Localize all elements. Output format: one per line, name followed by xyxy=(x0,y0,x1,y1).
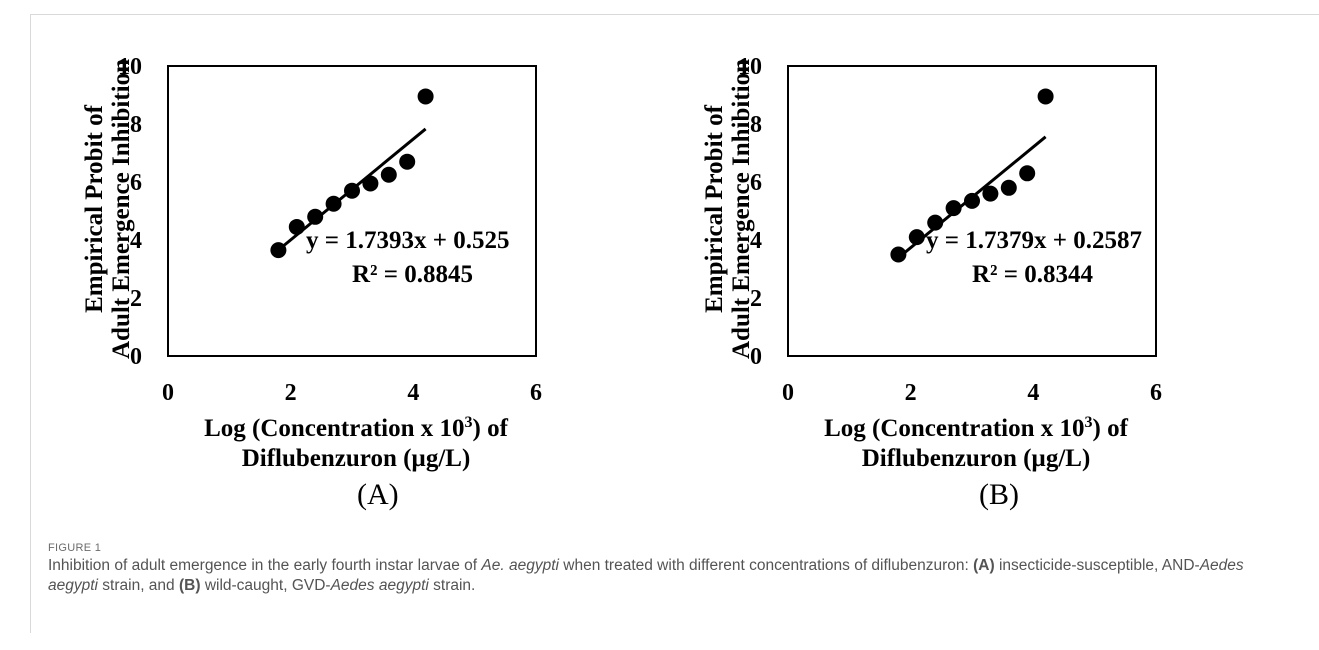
y-tick-label: 2 xyxy=(750,286,762,312)
data-point xyxy=(399,153,416,170)
data-point xyxy=(927,214,944,231)
figure-caption: Inhibition of adult emergence in the ear… xyxy=(48,556,1288,596)
data-point xyxy=(1019,165,1036,182)
caption-species: Aedes aegypti xyxy=(48,557,1244,594)
data-point xyxy=(890,246,907,263)
data-point xyxy=(964,192,980,209)
y-axis-label-line: Adult Emergence Inhibition xyxy=(108,59,135,359)
caption-text: wild-caught, GVD- xyxy=(200,577,331,594)
x-axis-label-superscript: 3 xyxy=(465,414,473,431)
data-point xyxy=(270,242,287,259)
data-point xyxy=(344,182,360,199)
data-point xyxy=(380,166,397,183)
y-tick-label: 10 xyxy=(118,54,142,80)
x-axis-label-part: Log (Concentration x 10 xyxy=(204,415,464,442)
x-tick-label: 6 xyxy=(1150,380,1162,406)
y-axis-label-line: Empirical Probit of xyxy=(81,104,108,313)
chart-b: 0 2 4 6 8 10 0 2 4 6 y = 1.7379x + 0.2587 R² = 0.83… xyxy=(701,54,1162,472)
x-tick-label: 2 xyxy=(285,380,297,406)
data-point xyxy=(982,185,999,202)
y-axis-label: Empirical Probit ofAdult Emergence Inhib… xyxy=(701,59,755,359)
x-axis-label-part: ) of xyxy=(1093,415,1129,442)
chart-a: 0 2 4 6 8 10 0 2 4 6 y = 1.7393x + 0.525 R² = 0.884… xyxy=(81,54,542,472)
x-tick-label: 0 xyxy=(162,380,174,406)
caption-text: strain, and xyxy=(97,577,179,594)
y-tick-label: 4 xyxy=(130,228,142,254)
panel-label-a: (A) xyxy=(357,478,399,511)
data-point xyxy=(325,195,342,212)
y-tick-label: 0 xyxy=(130,344,142,370)
y-tick-label: 2 xyxy=(130,286,142,312)
caption-text: Inhibition of adult emergence in the ear… xyxy=(48,557,482,574)
trendline-equation: y = 1.7393x + 0.525 xyxy=(306,227,510,254)
y-tick-label: 10 xyxy=(738,54,762,80)
y-tick-label: 8 xyxy=(130,112,142,138)
x-axis-label-line: Log (Concentration x 103) of xyxy=(824,414,1128,442)
plot-area xyxy=(167,65,537,357)
caption-species: Aedes aegypti xyxy=(330,577,429,594)
data-point xyxy=(945,200,962,217)
figure-label: FIGURE 1 xyxy=(48,542,102,554)
x-axis-label-line: Diflubenzuron (µg/L) xyxy=(242,445,471,472)
x-axis-label-line: Diflubenzuron (µg/L) xyxy=(862,445,1091,472)
y-axis-label-line: Adult Emergence Inhibition xyxy=(728,59,755,359)
x-axis-label-part: ) of xyxy=(473,415,509,442)
y-axis-label-line: Empirical Probit of xyxy=(701,104,728,313)
data-point xyxy=(1000,179,1017,196)
x-tick-label: 6 xyxy=(530,380,542,406)
y-tick-label: 6 xyxy=(130,170,142,196)
x-axis-label-part: Log (Concentration x 10 xyxy=(824,415,1084,442)
trendline-equation: y = 1.7379x + 0.2587 xyxy=(926,227,1142,254)
caption-text: when treated with different concentratio… xyxy=(558,557,974,574)
x-axis-label-line: Log (Concentration x 103) of xyxy=(204,414,508,442)
figure-frame xyxy=(30,14,1319,633)
caption-ref-b: (B) xyxy=(178,577,201,594)
caption-ref-a: (A) xyxy=(973,557,995,574)
x-tick-label: 2 xyxy=(905,380,917,406)
data-point xyxy=(1037,88,1054,105)
data-point xyxy=(908,229,925,246)
data-point xyxy=(288,218,305,235)
y-axis-label: Empirical Probit ofAdult Emergence Inhib… xyxy=(81,59,135,359)
y-tick-label: 4 xyxy=(750,228,762,254)
plot-area xyxy=(787,65,1157,357)
data-point xyxy=(362,175,379,192)
y-tick-label: 8 xyxy=(750,112,762,138)
x-tick-label: 4 xyxy=(1027,380,1039,406)
data-point xyxy=(307,208,324,225)
r-squared: R² = 0.8845 xyxy=(352,261,473,288)
x-tick-label: 0 xyxy=(782,380,794,406)
caption-text: insecticide-susceptible, AND- xyxy=(994,557,1200,574)
r-squared: R² = 0.8344 xyxy=(972,261,1094,288)
x-axis-label-superscript: 3 xyxy=(1085,414,1093,431)
x-tick-label: 4 xyxy=(407,380,419,406)
panel-label-b: (B) xyxy=(979,478,1019,511)
caption-species: Ae. aegypti xyxy=(481,557,559,574)
y-tick-label: 6 xyxy=(750,170,762,196)
y-tick-label: 0 xyxy=(750,344,762,370)
data-point xyxy=(417,88,434,105)
caption-text: strain. xyxy=(428,577,476,594)
